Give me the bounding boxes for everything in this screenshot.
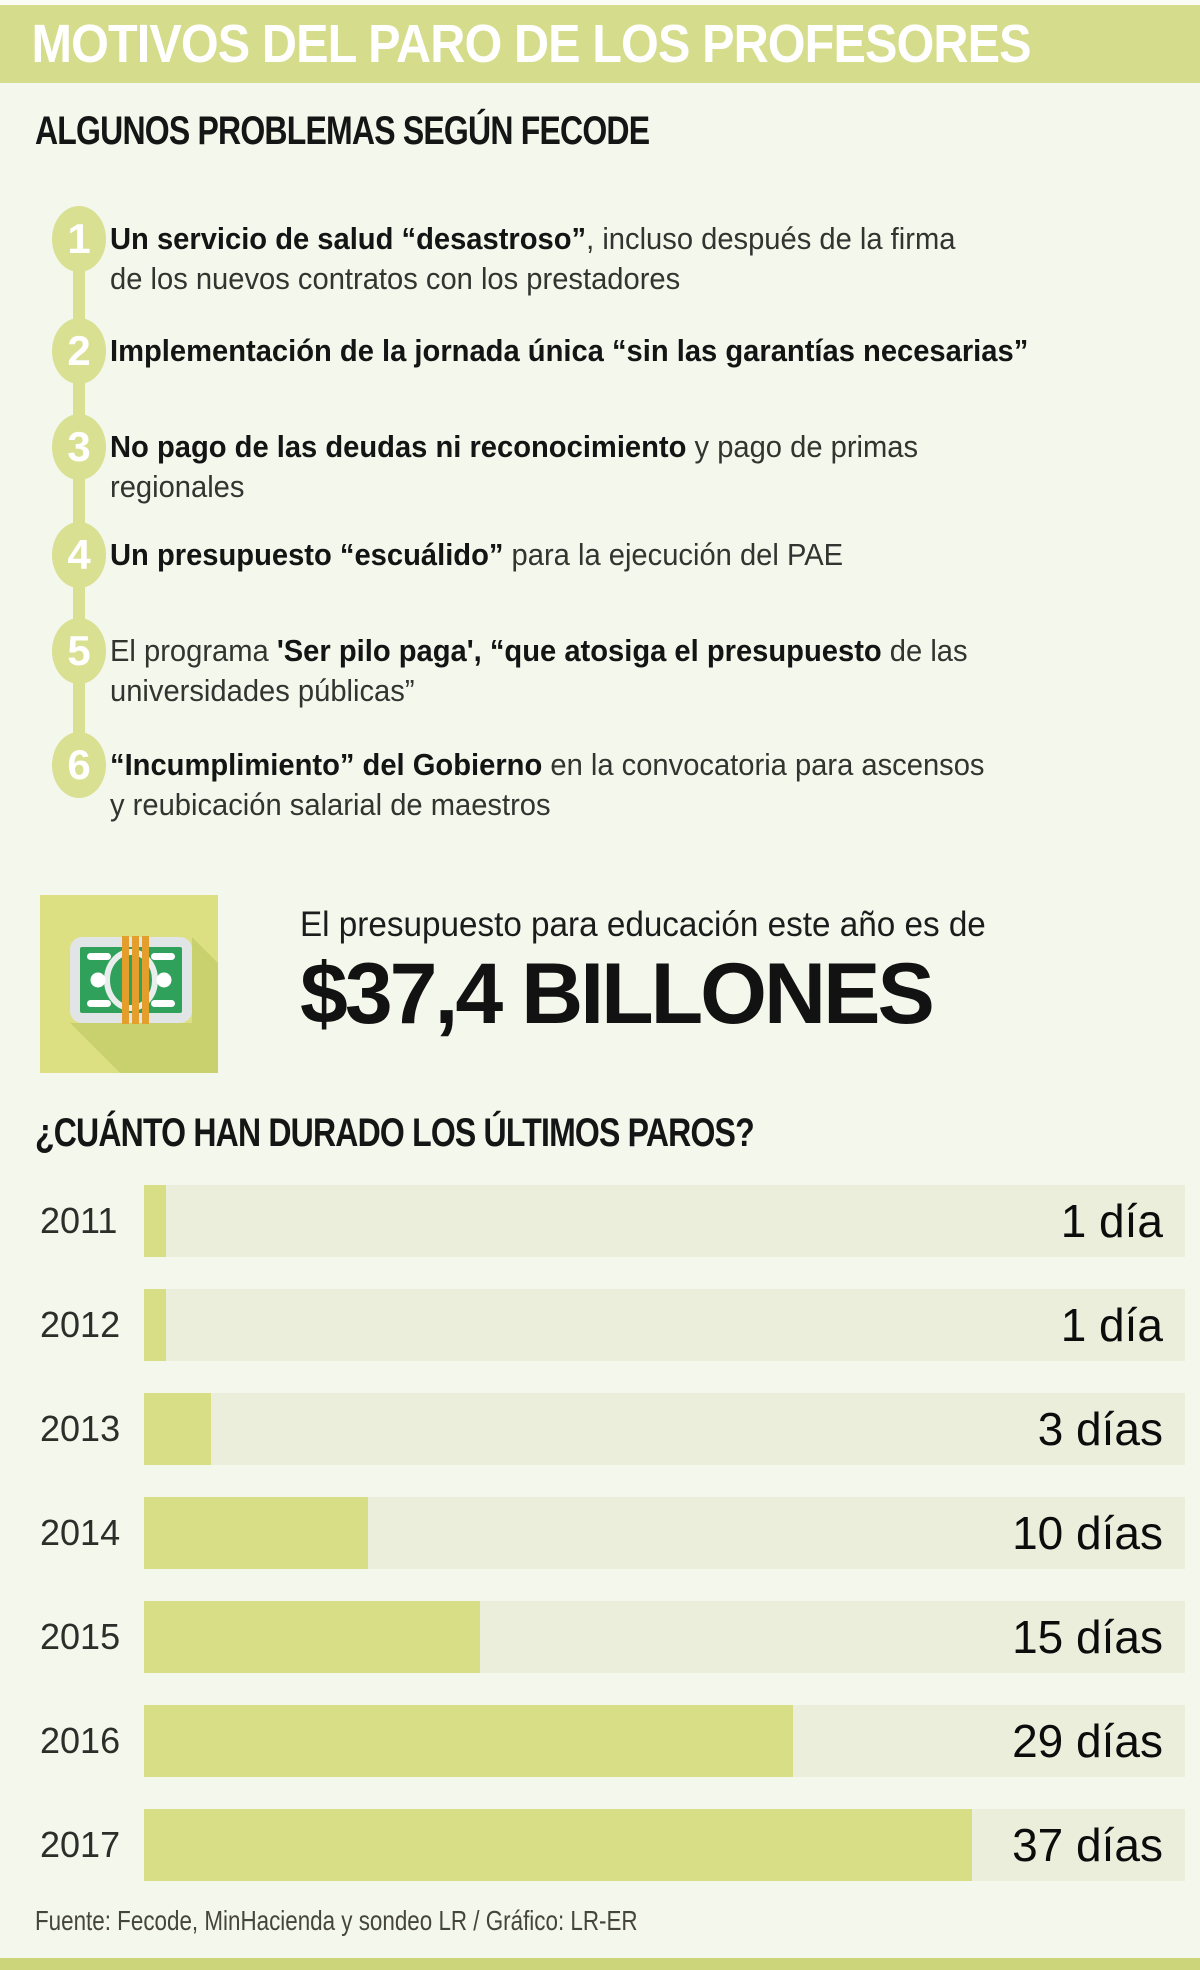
item-text-regular: para la ejecución del PAE <box>503 537 844 572</box>
money-stack-icon <box>70 936 218 1073</box>
item-text-regular: regionales <box>110 469 245 504</box>
bar-year-label: 2014 <box>40 1512 121 1553</box>
item-text-regular: de los nuevos contratos con los prestado… <box>110 261 681 296</box>
problems-heading: ALGUNOS PROBLEMAS SEGÚN FECODE <box>35 109 650 153</box>
money-tile <box>40 895 218 1073</box>
chart-heading: ¿CUÁNTO HAN DURADO LOS ÚLTIMOS PAROS? <box>35 1111 755 1155</box>
bar-row: 2017 37 días <box>0 1809 1200 1881</box>
page-title: MOTIVOS DEL PARO DE LOS PROFESORES <box>31 14 1032 74</box>
bar-year-label: 2017 <box>40 1824 121 1865</box>
item-text: “Incumplimiento” del Gobierno en la conv… <box>110 745 1135 825</box>
bar-year-label: 2012 <box>40 1304 121 1345</box>
bar-value-label: 29 días <box>1012 1715 1163 1767</box>
bar-row: 2014 10 días <box>0 1497 1200 1569</box>
source-credit: Fuente: Fecode, MinHacienda y sondeo LR … <box>35 1905 638 1936</box>
bar-year-label: 2011 <box>40 1200 118 1241</box>
bar-value-label: 3 días <box>1037 1403 1163 1455</box>
bar-track: 15 días <box>144 1601 1185 1673</box>
item-text-regular: universidades públicas” <box>110 673 415 708</box>
bar-fill <box>144 1705 794 1777</box>
budget-intro: El presupuesto para educación este año e… <box>300 905 986 944</box>
item-text-regular: y reubicación salarial de maestros <box>110 787 551 822</box>
bar-fill <box>144 1601 480 1673</box>
bar-track: 37 días <box>144 1809 1185 1881</box>
item-text-regular: y pago de primas <box>686 429 919 464</box>
list-item: 1 Un servicio de salud “desastroso”, inc… <box>0 206 1200 299</box>
budget-text: El presupuesto para educación este año e… <box>300 903 1022 1037</box>
item-text-bold: Un presupuesto “escuálido” <box>110 537 504 572</box>
item-text-bold: Un servicio de salud “desastroso” <box>110 221 587 256</box>
list-item: 5 El programa 'Ser pilo paga', “que atos… <box>0 618 1200 711</box>
item-text-regular: El programa <box>110 633 277 668</box>
item-text-bold: 'Ser pilo paga', “que atosiga el presupu… <box>276 633 882 668</box>
item-text-regular: , incluso después de la firma <box>586 221 956 256</box>
item-text: Implementación de la jornada única “sin … <box>110 331 1135 371</box>
list-item: 6 “Incumplimiento” del Gobierno en la co… <box>0 732 1200 825</box>
bar-value-label: 37 días <box>1012 1819 1163 1871</box>
item-text: El programa 'Ser pilo paga', “que atosig… <box>110 631 1135 711</box>
bar-row: 2016 29 días <box>0 1705 1200 1777</box>
item-number-badge: 6 <box>52 732 106 798</box>
budget-section: El presupuesto para educación este año e… <box>0 895 1200 1073</box>
problems-list: 1 Un servicio de salud “desastroso”, inc… <box>0 206 1200 825</box>
list-item: 2 Implementación de la jornada única “si… <box>0 318 1200 384</box>
bar-row: 2011 1 día <box>0 1185 1200 1257</box>
bar-fill <box>144 1289 167 1361</box>
item-number-badge: 5 <box>52 618 106 684</box>
bar-fill <box>144 1497 368 1569</box>
bottom-band <box>0 1958 1200 1970</box>
bar-track: 1 día <box>144 1289 1185 1361</box>
bar-value-label: 1 día <box>1060 1195 1163 1247</box>
header-band: MOTIVOS DEL PARO DE LOS PROFESORES <box>0 5 1200 83</box>
item-text: Un presupuesto “escuálido” para la ejecu… <box>110 535 1135 575</box>
item-text: Un servicio de salud “desastroso”, inclu… <box>110 219 1135 299</box>
budget-amount: $37,4 BILLONES <box>300 946 935 1042</box>
bar-value-label: 1 día <box>1060 1299 1163 1351</box>
bar-year-label: 2015 <box>40 1616 121 1657</box>
bar-value-label: 10 días <box>1012 1507 1163 1559</box>
bar-row: 2012 1 día <box>0 1289 1200 1361</box>
bar-track: 3 días <box>144 1393 1185 1465</box>
bar-row: 2015 15 días <box>0 1601 1200 1673</box>
list-item: 4 Un presupuesto “escuálido” para la eje… <box>0 522 1200 588</box>
bar-value-label: 15 días <box>1012 1611 1163 1663</box>
item-number-badge: 4 <box>52 522 106 588</box>
bar-fill <box>144 1185 167 1257</box>
item-text: No pago de las deudas ni reconocimiento … <box>110 427 1135 507</box>
item-text-bold: “Incumplimiento” del Gobierno <box>110 747 543 782</box>
bar-row: 2013 3 días <box>0 1393 1200 1465</box>
item-text-bold: Implementación de la jornada única “sin … <box>110 333 1029 368</box>
item-text-regular: de las <box>881 633 968 668</box>
list-item: 3 No pago de las deudas ni reconocimient… <box>0 414 1200 507</box>
item-number-badge: 1 <box>52 206 106 272</box>
bar-track: 1 día <box>144 1185 1185 1257</box>
item-number-badge: 2 <box>52 318 106 384</box>
bar-year-label: 2016 <box>40 1720 121 1761</box>
strike-duration-chart: ¿CUÁNTO HAN DURADO LOS ÚLTIMOS PAROS? 20… <box>0 1111 1200 1881</box>
top-margin-strip <box>0 0 1200 5</box>
bar-track: 10 días <box>144 1497 1185 1569</box>
item-text-bold: No pago de las deudas ni reconocimiento <box>110 429 687 464</box>
bar-track: 29 días <box>144 1705 1185 1777</box>
item-text-regular: en la convocatoria para ascensos <box>542 747 985 782</box>
bar-year-label: 2013 <box>40 1408 121 1449</box>
item-number-badge: 3 <box>52 414 106 480</box>
chart-rows: 2011 1 día 2012 1 día 2013 3 días 2014 <box>0 1185 1200 1881</box>
bar-fill <box>144 1393 212 1465</box>
bar-fill <box>144 1809 973 1881</box>
